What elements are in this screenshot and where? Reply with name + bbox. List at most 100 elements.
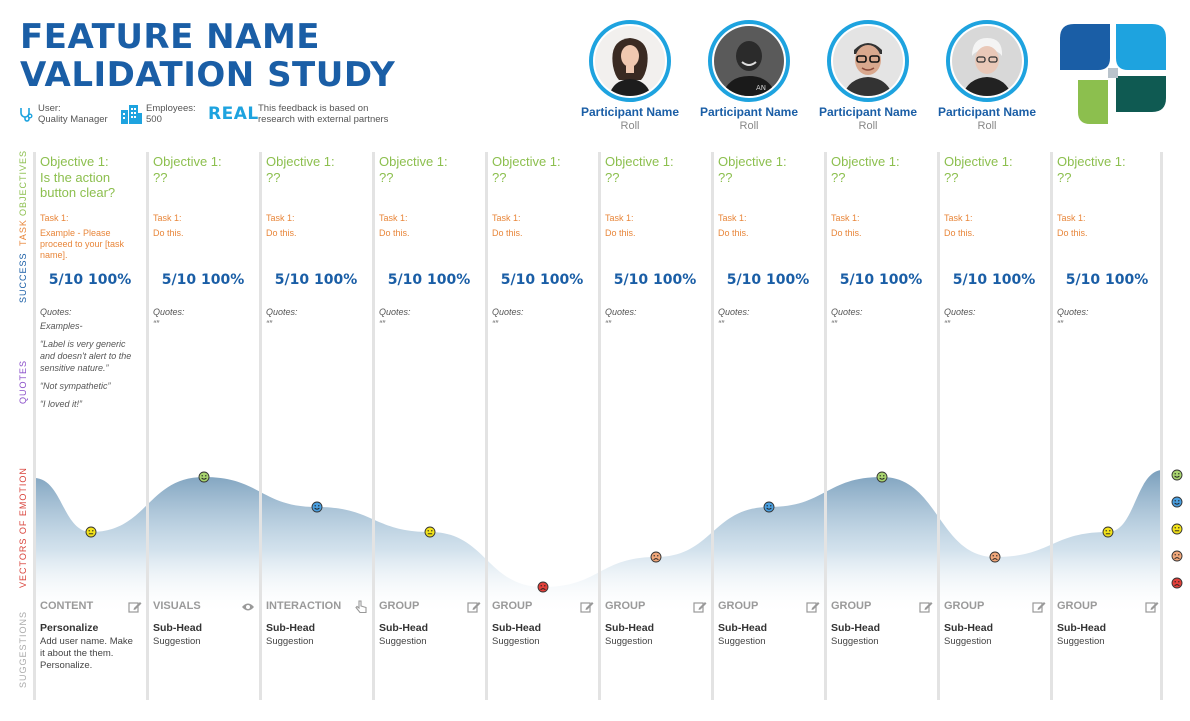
edit-icon[interactable]: [919, 600, 933, 614]
objective-label: Objective 1:: [266, 154, 335, 169]
row-label-emotion: VECTORS OF EMOTION: [18, 467, 28, 588]
objective-text: ??: [944, 169, 959, 185]
objective: Objective 1: ??: [1057, 154, 1161, 185]
person-photo-icon: [833, 26, 903, 96]
suggestion-text: Suggestion: [605, 636, 653, 647]
emotion-face-happy-icon: [1171, 496, 1183, 508]
avatar: AN: [708, 20, 790, 102]
objective-label: Objective 1:: [1057, 154, 1126, 169]
suggestion-subhead: Sub-Head: [266, 622, 316, 634]
participant-name: Participant Name: [937, 105, 1037, 119]
task-text: Do this.: [492, 228, 523, 238]
task-text: Do this.: [379, 228, 410, 238]
participant-card[interactable]: AN Participant Name Roll: [689, 20, 809, 132]
success-rate: 5/10 100%: [161, 272, 245, 288]
suggestion-group-label: GROUP: [831, 600, 872, 612]
journey-column: Objective 1: ?? Task 1: Do this. 5/10 10…: [146, 152, 259, 700]
emotion-face-very-sad-icon: [1171, 577, 1183, 589]
task-text: Do this.: [266, 228, 297, 238]
emotion-face-sad-icon: [1171, 550, 1183, 562]
suggestion-text: Suggestion: [831, 636, 879, 647]
objective-text: ??: [831, 169, 846, 185]
edit-icon[interactable]: [467, 600, 481, 614]
company-logo: [1060, 24, 1166, 124]
objective: Objective 1: ??: [605, 154, 709, 185]
participant-card[interactable]: Participant Name Roll: [570, 20, 690, 132]
quotes-label: Quotes:: [153, 307, 185, 317]
svg-text:AN: AN: [756, 84, 766, 92]
suggestion-group-label: GROUP: [605, 600, 646, 612]
real-note: This feedback is based on research with …: [258, 103, 388, 125]
success-rate: 5/10 100%: [500, 272, 584, 288]
task-text: Do this.: [831, 228, 862, 238]
suggestion-subhead: Sub-Head: [831, 622, 881, 634]
task-label: Task 1:: [718, 213, 747, 223]
suggestion-group-label: VISUALS: [153, 600, 201, 612]
participant-card[interactable]: Participant Name Roll: [808, 20, 928, 132]
edit-icon[interactable]: [806, 600, 820, 614]
emotion-face-very-happy-icon: [1171, 469, 1183, 481]
quote: “”: [153, 319, 159, 329]
success-rate: 5/10 100%: [48, 272, 132, 288]
row-label-objectives: OBJECTIVES: [18, 149, 28, 216]
task-label: Task 1:: [266, 213, 295, 223]
suggestion-text: Suggestion: [153, 636, 201, 647]
journey-column: Objective 1: ?? Task 1: Do this. 5/10 10…: [598, 152, 711, 700]
participant-role: Roll: [858, 120, 878, 132]
objective: Objective 1: ??: [153, 154, 257, 185]
suggestion-subhead: Sub-Head: [1057, 622, 1107, 634]
objective-label: Objective 1:: [831, 154, 900, 169]
user-value: Quality Manager: [38, 113, 108, 125]
quote: “Not sympathetic”: [40, 381, 111, 391]
eye-icon[interactable]: [241, 600, 255, 614]
journey-column: Objective 1: Is the action button clear?…: [33, 152, 146, 700]
task-text: Do this.: [944, 228, 975, 238]
edit-icon[interactable]: [1032, 600, 1046, 614]
task-label: Task 1:: [831, 213, 860, 223]
success-rate: 5/10 100%: [613, 272, 697, 288]
suggestion-subhead: Sub-Head: [153, 622, 203, 634]
suggestion-subhead: Sub-Head: [379, 622, 429, 634]
quotes-label: Quotes:: [1057, 307, 1089, 317]
pointer-icon[interactable]: [354, 600, 368, 614]
employees-info: Employees: 500: [146, 103, 196, 125]
journey-column: Objective 1: ?? Task 1: Do this. 5/10 10…: [372, 152, 485, 700]
edit-icon[interactable]: [128, 600, 142, 614]
suggestion-text: Suggestion: [379, 636, 427, 647]
suggestion-text: Suggestion: [718, 636, 766, 647]
suggestion-group-label: GROUP: [718, 600, 759, 612]
objective: Objective 1: ??: [831, 154, 935, 185]
suggestion-text: Suggestion: [266, 636, 314, 647]
suggestion-group-label: GROUP: [379, 600, 420, 612]
objective-label: Objective 1:: [718, 154, 787, 169]
journey-column: Objective 1: ?? Task 1: Do this. 5/10 10…: [824, 152, 937, 700]
participant-name: Participant Name: [580, 105, 680, 119]
employees-value: 500: [146, 113, 162, 125]
participant-role: Roll: [620, 120, 640, 132]
participant-role: Roll: [977, 120, 997, 132]
objective-text: ??: [266, 169, 281, 185]
suggestion-subhead: Sub-Head: [605, 622, 655, 634]
edit-icon[interactable]: [693, 600, 707, 614]
quote: “”: [379, 319, 385, 329]
participant-card[interactable]: Participant Name Roll: [927, 20, 1047, 132]
task-label: Task 1:: [379, 213, 408, 223]
objective-label: Objective 1:: [944, 154, 1013, 169]
success-rate: 5/10 100%: [952, 272, 1036, 288]
objective: Objective 1: Is the action button clear?: [40, 154, 144, 201]
page-title: FEATURE NAME VALIDATION STUDY: [20, 18, 395, 94]
quote: “”: [492, 319, 498, 329]
quote: “”: [605, 319, 611, 329]
suggestion-group-label: INTERACTION: [266, 600, 342, 612]
quotes-label: Quotes:: [492, 307, 524, 317]
edit-icon[interactable]: [580, 600, 594, 614]
edit-icon[interactable]: [1145, 600, 1159, 614]
task-label: Task 1:: [40, 213, 69, 223]
objective-label: Objective 1:: [379, 154, 448, 169]
task-label: Task 1:: [605, 213, 634, 223]
task-text: Example - Please proceed to your [task n…: [40, 228, 125, 260]
objective: Objective 1: ??: [492, 154, 596, 185]
suggestion-subhead: Personalize: [40, 622, 99, 634]
task-text: Do this.: [718, 228, 749, 238]
quotes-label: Quotes:: [40, 307, 72, 317]
